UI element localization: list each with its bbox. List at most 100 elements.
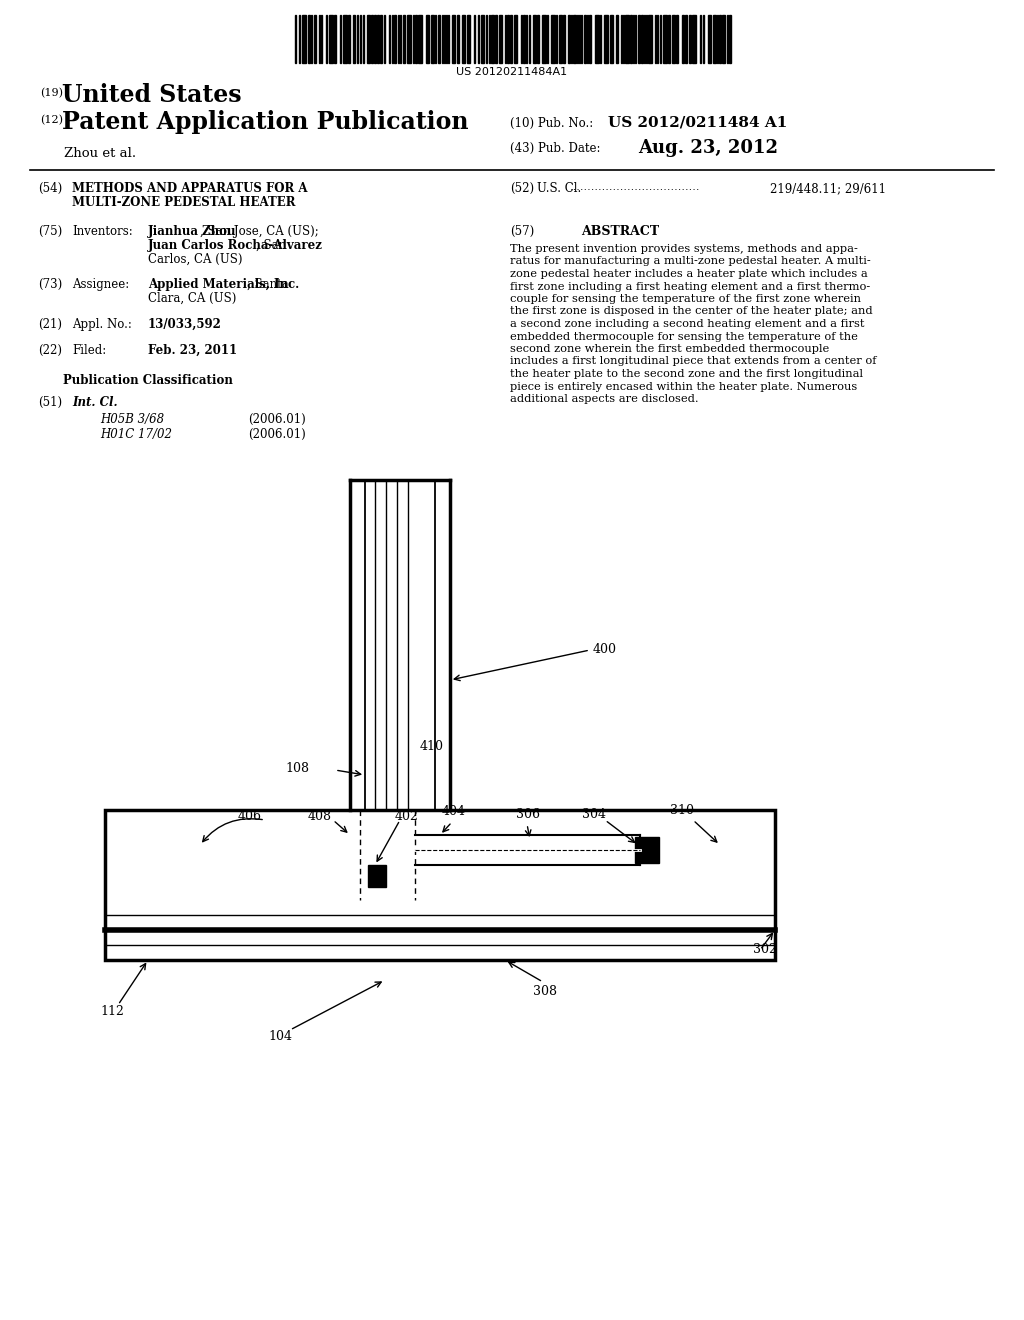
Text: 304: 304 xyxy=(582,808,606,821)
Bar xyxy=(380,15,382,63)
Text: (22): (22) xyxy=(38,345,62,356)
Bar xyxy=(510,15,512,63)
Text: Juan Carlos Rocha-Alvarez: Juan Carlos Rocha-Alvarez xyxy=(148,239,323,252)
Bar xyxy=(568,15,570,63)
Bar xyxy=(490,15,494,63)
Text: (75): (75) xyxy=(38,224,62,238)
Text: Feb. 23, 2011: Feb. 23, 2011 xyxy=(148,345,238,356)
Bar xyxy=(452,15,455,63)
Text: (51): (51) xyxy=(38,396,62,409)
Text: H05B 3/68: H05B 3/68 xyxy=(100,413,164,426)
Bar xyxy=(635,837,659,863)
Bar xyxy=(438,15,440,63)
Bar xyxy=(407,15,411,63)
Bar xyxy=(403,15,406,63)
Text: 402: 402 xyxy=(395,810,419,822)
Text: 306: 306 xyxy=(516,808,540,821)
Bar xyxy=(719,15,721,63)
Text: (57): (57) xyxy=(510,224,535,238)
Bar xyxy=(713,15,716,63)
Bar xyxy=(314,15,316,63)
Text: embedded thermocouple for sensing the temperature of the: embedded thermocouple for sensing the te… xyxy=(510,331,858,342)
Bar xyxy=(668,15,670,63)
Bar xyxy=(676,15,678,63)
Text: second zone wherein the first embedded thermocouple: second zone wherein the first embedded t… xyxy=(510,345,829,354)
Text: , San: , San xyxy=(256,239,286,252)
Text: first zone including a first heating element and a first thermo-: first zone including a first heating ele… xyxy=(510,281,870,292)
Text: 104: 104 xyxy=(268,1030,292,1043)
Bar xyxy=(584,15,586,63)
Text: zone pedestal heater includes a heater plate which includes a: zone pedestal heater includes a heater p… xyxy=(510,269,867,279)
Text: Zhou et al.: Zhou et al. xyxy=(63,147,136,160)
Text: 308: 308 xyxy=(534,985,557,998)
Text: (12): (12) xyxy=(40,115,63,125)
Bar xyxy=(689,15,691,63)
Bar xyxy=(367,15,370,63)
Text: (21): (21) xyxy=(38,318,62,331)
Bar xyxy=(641,15,643,63)
Bar xyxy=(573,15,575,63)
Text: Inventors:: Inventors: xyxy=(72,224,133,238)
Bar xyxy=(595,15,599,63)
Text: 406: 406 xyxy=(238,810,262,822)
Text: H01C 17/02: H01C 17/02 xyxy=(100,428,172,441)
Bar xyxy=(431,15,434,63)
Text: United States: United States xyxy=(62,83,242,107)
Text: 108: 108 xyxy=(285,762,309,775)
Text: Assignee:: Assignee: xyxy=(72,279,129,290)
Text: 410: 410 xyxy=(420,741,444,752)
Text: MULTI-ZONE PEDESTAL HEATER: MULTI-ZONE PEDESTAL HEATER xyxy=(72,195,296,209)
Text: 112: 112 xyxy=(100,1005,124,1018)
Bar xyxy=(499,15,502,63)
Text: a second zone including a second heating element and a first: a second zone including a second heating… xyxy=(510,319,864,329)
Text: the heater plate to the second zone and the first longitudinal: the heater plate to the second zone and … xyxy=(510,370,863,379)
Text: The present invention provides systems, methods and appa-: The present invention provides systems, … xyxy=(510,244,858,253)
Bar xyxy=(559,15,562,63)
Bar xyxy=(648,15,652,63)
Text: US 20120211484A1: US 20120211484A1 xyxy=(457,67,567,77)
Text: Aug. 23, 2012: Aug. 23, 2012 xyxy=(638,139,778,157)
Text: (2006.01): (2006.01) xyxy=(248,428,306,441)
Bar xyxy=(334,15,336,63)
Text: 400: 400 xyxy=(593,643,617,656)
Bar xyxy=(729,15,731,63)
Bar xyxy=(457,15,459,63)
Text: (43) Pub. Date:: (43) Pub. Date: xyxy=(510,143,600,154)
Bar xyxy=(105,810,775,960)
Text: (52): (52) xyxy=(510,182,535,195)
Text: Clara, CA (US): Clara, CA (US) xyxy=(148,292,237,305)
Text: includes a first longitudinal piece that extends from a center of: includes a first longitudinal piece that… xyxy=(510,356,877,367)
Bar xyxy=(353,15,355,63)
Text: (10) Pub. No.:: (10) Pub. No.: xyxy=(510,117,593,129)
Bar xyxy=(495,15,497,63)
Text: (19): (19) xyxy=(40,88,63,98)
Text: (2006.01): (2006.01) xyxy=(248,413,306,426)
Bar xyxy=(368,865,386,887)
Bar xyxy=(630,15,632,63)
Bar xyxy=(625,15,629,63)
Text: 404: 404 xyxy=(442,805,466,818)
Bar xyxy=(514,15,517,63)
Bar xyxy=(638,15,640,63)
Bar xyxy=(374,15,376,63)
Text: 219/448.11; 29/611: 219/448.11; 29/611 xyxy=(770,182,886,195)
Text: ratus for manufacturing a multi-zone pedestal heater. A multi-: ratus for manufacturing a multi-zone ped… xyxy=(510,256,870,267)
Text: US 2012/0211484 A1: US 2012/0211484 A1 xyxy=(608,115,787,129)
Text: , Santa: , Santa xyxy=(247,279,289,290)
Text: , San Jose, CA (US);: , San Jose, CA (US); xyxy=(200,224,318,238)
Bar xyxy=(308,15,310,63)
Text: METHODS AND APPARATUS FOR A: METHODS AND APPARATUS FOR A xyxy=(72,182,307,195)
Text: the first zone is disposed in the center of the heater plate; and: the first zone is disposed in the center… xyxy=(510,306,872,317)
Bar xyxy=(343,15,347,63)
Text: ABSTRACT: ABSTRACT xyxy=(581,224,659,238)
Text: couple for sensing the temperature of the first zone wherein: couple for sensing the temperature of th… xyxy=(510,294,861,304)
Text: (54): (54) xyxy=(38,182,62,195)
Bar xyxy=(302,15,306,63)
Bar xyxy=(551,15,555,63)
Bar xyxy=(371,15,373,63)
Text: Filed:: Filed: xyxy=(72,345,106,356)
Bar xyxy=(467,15,470,63)
Bar xyxy=(708,15,711,63)
Text: 302: 302 xyxy=(753,942,777,956)
Text: Applied Materials, Inc.: Applied Materials, Inc. xyxy=(148,279,299,290)
